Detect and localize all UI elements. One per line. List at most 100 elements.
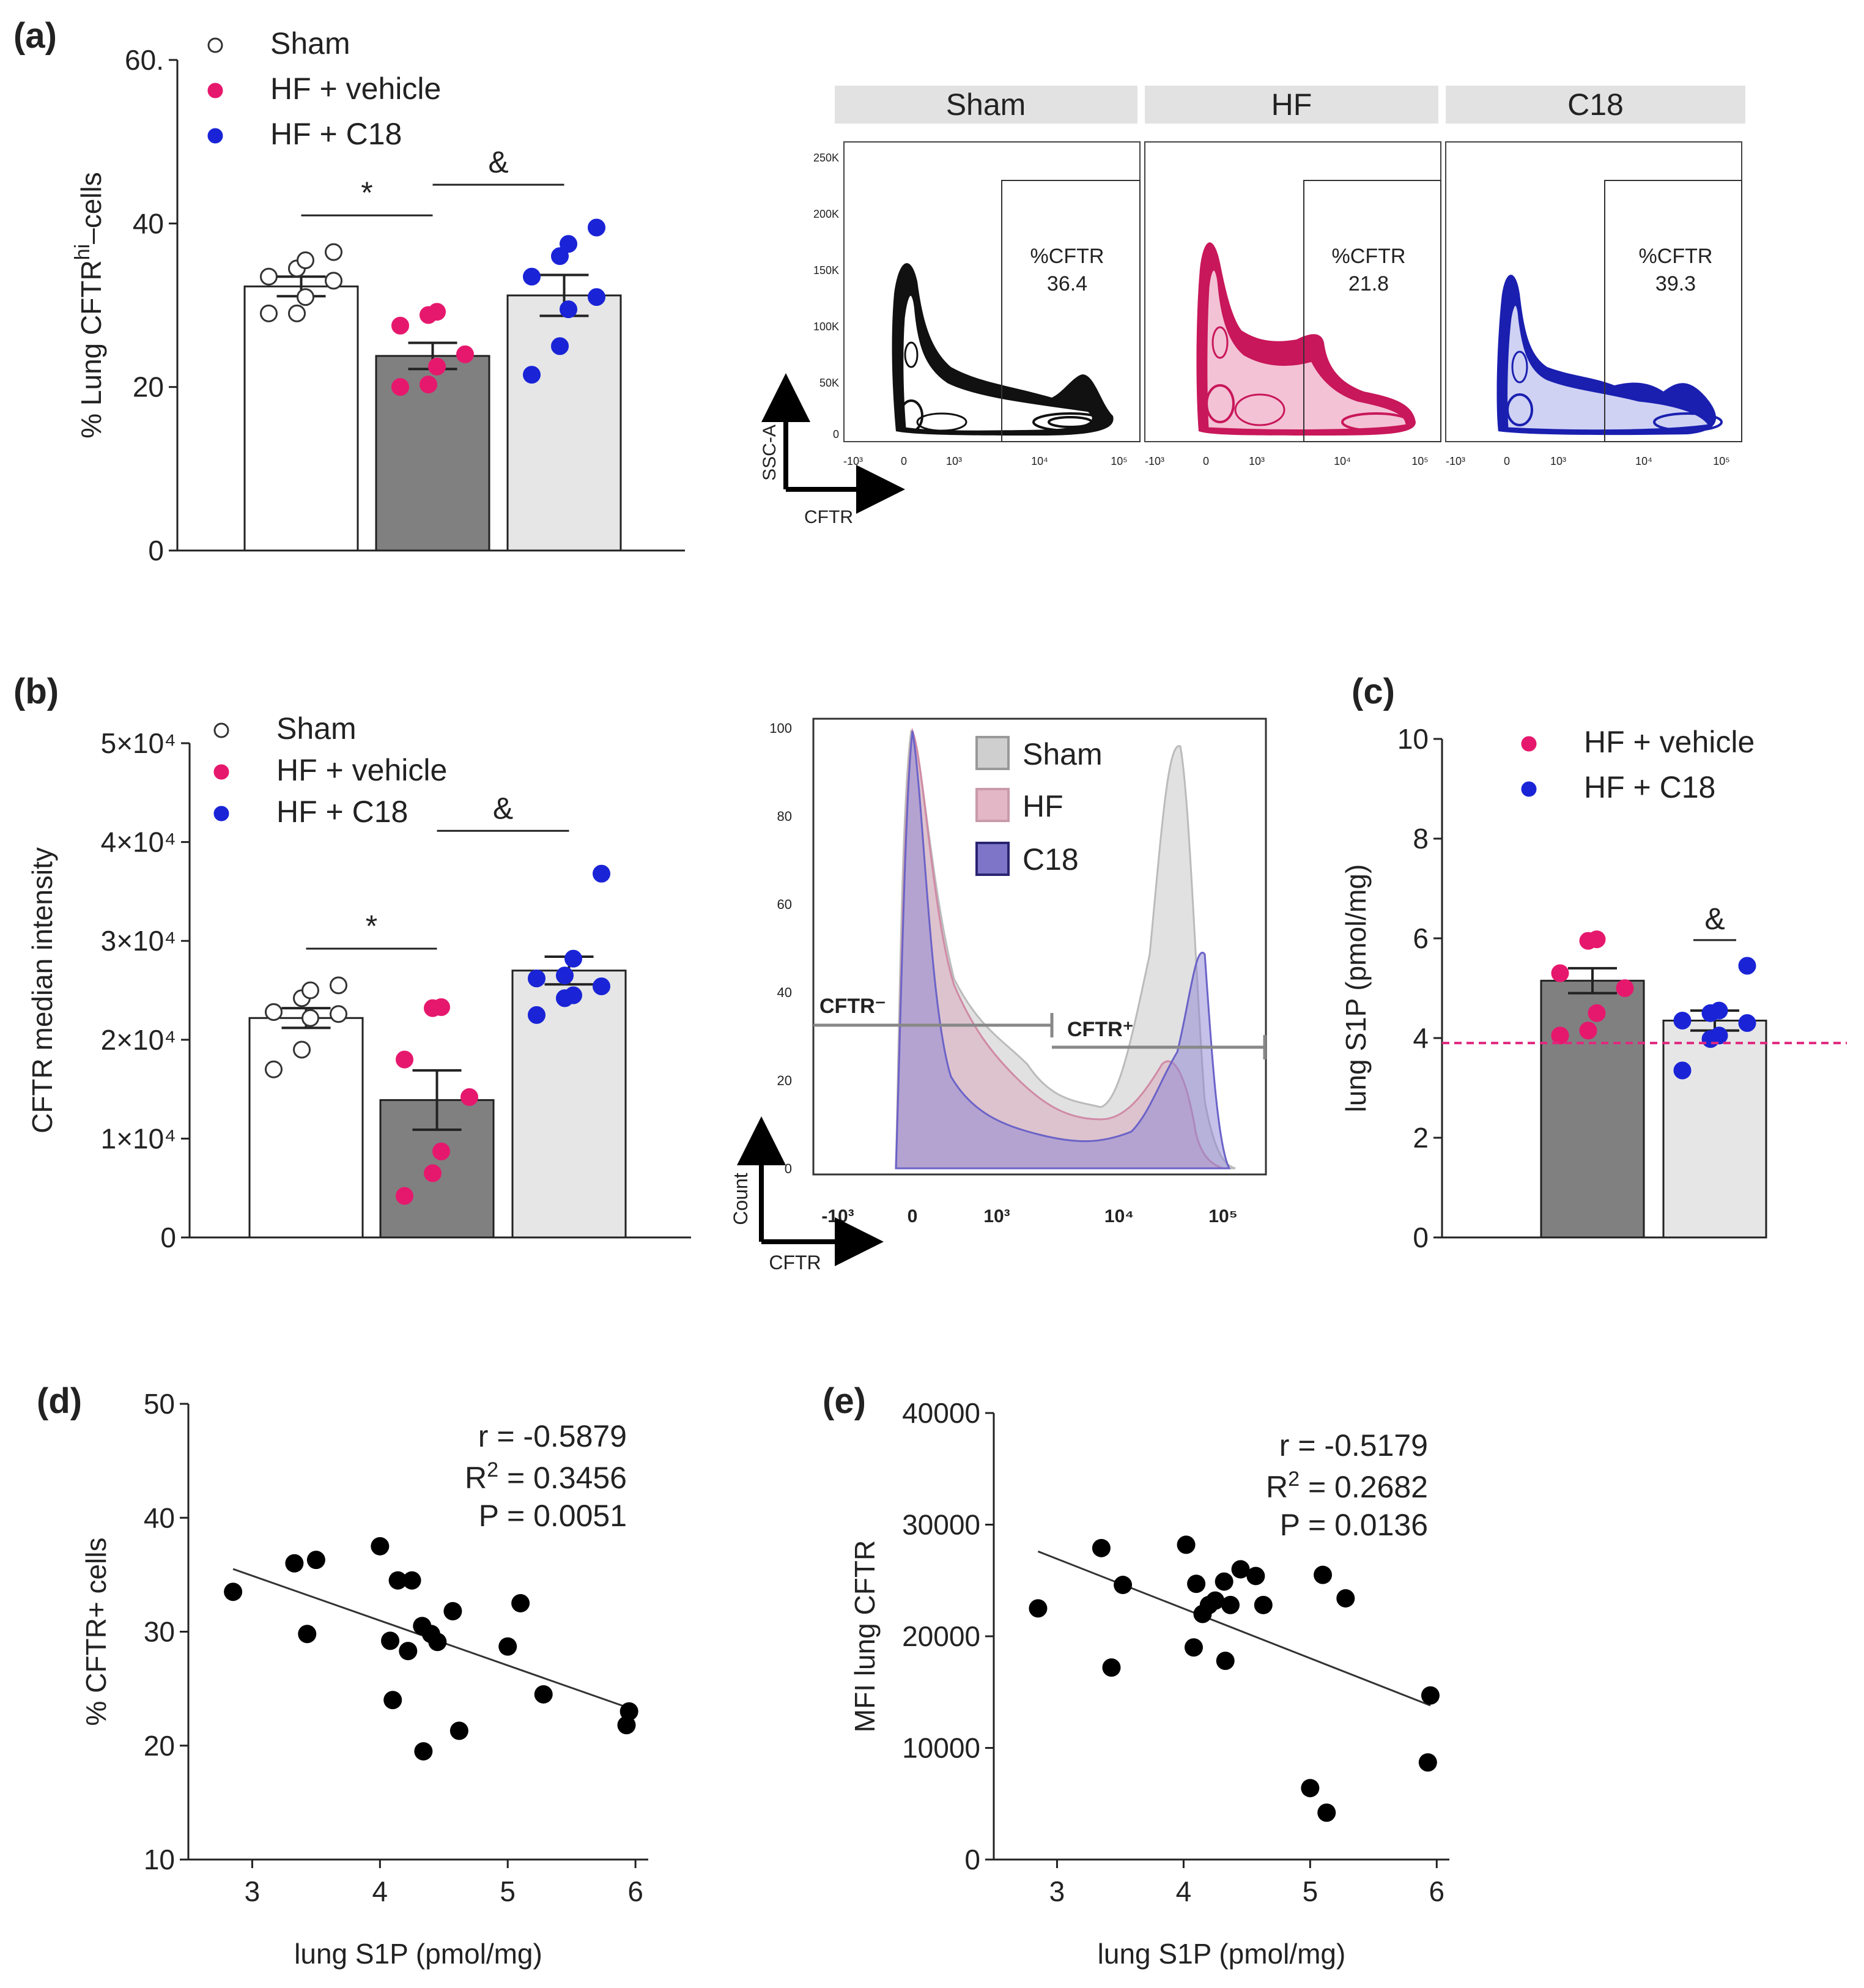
gate-label-hf: %CFTR: [1332, 245, 1406, 268]
data-point: [1588, 930, 1606, 949]
data-point: [371, 1537, 390, 1556]
x-tick-label: 6: [627, 1875, 643, 1907]
legend-marker: [213, 764, 229, 780]
flow-y-ticks: 250K 200K 150K 100K 50K 0: [813, 152, 839, 440]
hist-x-axis-label: CFTR: [769, 1252, 821, 1274]
hist-ytick-40: 40: [777, 985, 792, 1000]
panel-label-a: (a): [13, 16, 57, 56]
data-point: [1231, 1560, 1250, 1579]
panel-label-e: (e): [823, 1381, 866, 1421]
flow-xtick: 10³: [1249, 455, 1265, 467]
data-point: [1551, 964, 1569, 982]
flow-xtick: 0: [901, 455, 907, 467]
hist-ytick-80: 80: [777, 809, 792, 824]
data-point: [1314, 1565, 1333, 1584]
data-point: [551, 337, 569, 355]
legend-label: HF + vehicle: [276, 753, 447, 787]
regression-line: [1037, 1550, 1431, 1707]
data-point: [306, 1551, 325, 1570]
data-point: [1551, 1026, 1569, 1045]
data-point: [301, 1009, 319, 1027]
data-point: [428, 357, 446, 376]
data-point: [428, 1633, 447, 1652]
y-tick-label: 50: [144, 1388, 175, 1420]
flow-x-ticks: -10³ 0 10³ 10⁴ 10⁵ -10³ 0 10³ 10⁴ 10⁵ -1…: [843, 455, 1730, 467]
data-point: [1336, 1589, 1355, 1608]
bar-0: [243, 285, 359, 552]
stat-r: r = -0.5179: [1279, 1428, 1428, 1463]
data-point: [1029, 1599, 1048, 1618]
flow-y-axis-label: SSC-A: [760, 425, 780, 481]
flow-xtick: 10⁵: [1411, 455, 1428, 467]
flow-ytick-250k: 250K: [813, 152, 839, 164]
x-tick-label: 3: [245, 1875, 261, 1907]
x-tick-label: 4: [1176, 1875, 1192, 1907]
legend-marker: [207, 37, 223, 53]
data-point: [325, 272, 342, 290]
data-point: [1254, 1595, 1273, 1614]
x-tick-label: 5: [500, 1875, 516, 1907]
data-point: [297, 288, 314, 306]
hist-xtick: 0: [908, 1206, 918, 1226]
contour-c18: [1496, 275, 1723, 436]
y-axis-title: CFTR median intensity: [26, 847, 58, 1133]
contour-sham: [892, 263, 1114, 436]
y-axis-title: % Lung CFTRhi–cells: [71, 172, 107, 439]
hist-ytick-20: 20: [777, 1073, 792, 1088]
scatter-chart-e: 0 10000 20000 30000 40000 3 4 5 6 r = -0.5179 R2 =…: [849, 1397, 1449, 1970]
strip-c18: [1446, 86, 1745, 124]
hist-ytick-0: 0: [785, 1161, 792, 1176]
gate-pos-label: CFTR⁺: [1067, 1018, 1134, 1041]
flow-xtick: 10⁵: [1111, 455, 1127, 467]
data-point: [1710, 1026, 1728, 1045]
y-tick-label: 20: [144, 1730, 175, 1762]
data-point: [399, 1642, 418, 1661]
hist-legend-swatch-sham: [975, 736, 1010, 770]
scatter-chart-d: 10 20 30 40 50 3 4 5 6 r = -0.5879 R2 = 0.3456 P = …: [80, 1388, 648, 1970]
hist-xtick: 10⁵: [1208, 1206, 1237, 1226]
data-point: [1421, 1686, 1440, 1705]
legend-marker: [207, 83, 223, 98]
strip-sham: [835, 86, 1137, 124]
data-point: [593, 864, 610, 883]
data-point: [1221, 1595, 1240, 1614]
data-point: [396, 1050, 413, 1069]
y-tick-label: 60.: [125, 44, 164, 76]
hist-legend-sham: Sham: [1023, 737, 1103, 771]
y-tick-label: 3×10⁴: [101, 925, 176, 957]
data-point: [420, 376, 437, 394]
data-point: [330, 976, 347, 995]
data-point: [265, 1060, 283, 1078]
legend-marker: [207, 128, 223, 144]
significance-label: &: [488, 145, 508, 179]
y-tick-label: 30: [144, 1616, 175, 1648]
flow-xtick: 0: [1504, 455, 1510, 467]
x-tick-label: 6: [1429, 1875, 1445, 1907]
data-point: [1301, 1779, 1320, 1798]
legend-marker: [213, 806, 229, 822]
data-point: [460, 1088, 478, 1107]
data-point: [449, 1721, 468, 1740]
data-point: [432, 1142, 450, 1160]
panel-label-c: (c): [1352, 672, 1395, 711]
y-tick-label: 20: [133, 371, 164, 403]
y-tick-label: 30000: [902, 1509, 980, 1541]
y-tick-label: 0: [148, 535, 164, 566]
strip-hf: [1145, 86, 1438, 124]
gate-sham: [1001, 180, 1141, 442]
strip-label-sham: Sham: [946, 87, 1026, 122]
data-point: [523, 267, 541, 286]
legend-marker: [1521, 736, 1537, 752]
legend-label: HF + C18: [270, 117, 402, 151]
stat-p: P = 0.0136: [1280, 1508, 1428, 1542]
legend-label: HF + C18: [276, 795, 408, 829]
data-point: [564, 986, 582, 1004]
data-point: [1092, 1538, 1111, 1557]
data-point: [414, 1742, 433, 1761]
data-point: [298, 1625, 317, 1644]
y-axis-title: % CFTR+ cells: [80, 1538, 112, 1726]
y-tick-label: 1×10⁴: [101, 1122, 176, 1154]
data-point: [224, 1582, 243, 1601]
gate-hf: [1303, 180, 1441, 442]
data-point: [1738, 1014, 1756, 1033]
